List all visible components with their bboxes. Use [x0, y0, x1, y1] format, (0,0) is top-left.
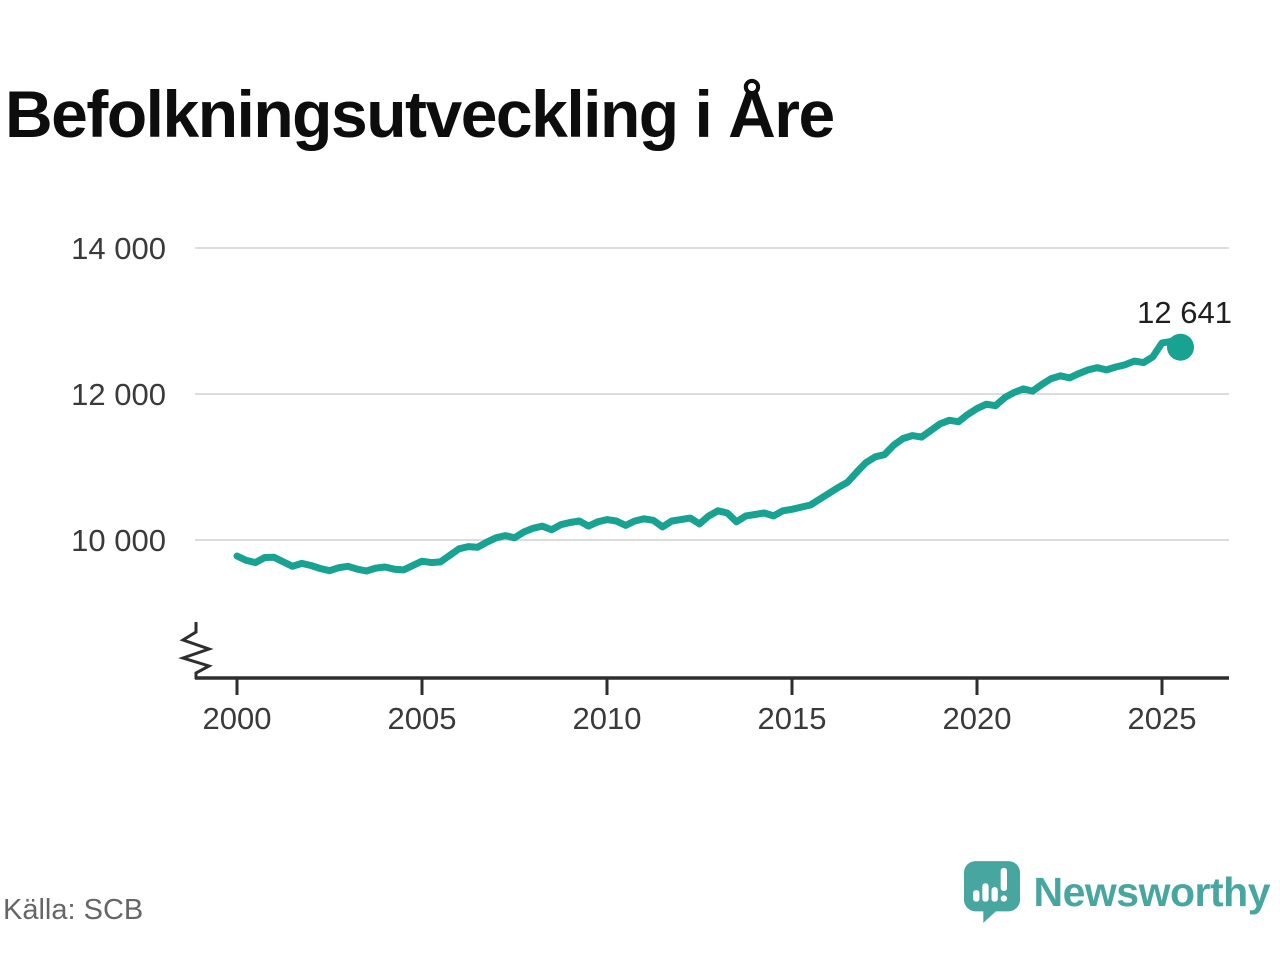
bar-3: [991, 887, 998, 902]
x-tick-label: 2000: [203, 701, 272, 736]
end-value-label: 12 641: [1137, 295, 1232, 330]
newsworthy-chart-bubble-icon: [963, 861, 1020, 923]
x-tick-label: 2015: [758, 701, 827, 736]
exclamation-bar: [1000, 867, 1007, 892]
page-title: Befolkningsutveckling i Åre: [5, 77, 835, 152]
x-tick-label: 2005: [388, 701, 457, 736]
exclamation-dot: [1000, 895, 1007, 902]
y-tick-label: 14 000: [71, 231, 166, 266]
x-tick-label: 2020: [943, 701, 1012, 736]
bar-2: [981, 883, 989, 902]
x-tick-label: 2025: [1128, 701, 1197, 736]
y-tick-label: 10 000: [71, 523, 166, 558]
population-line: [233, 337, 1184, 575]
x-tick-label: 2010: [573, 701, 642, 736]
brand-logo: Newsworthy: [963, 860, 1271, 924]
source-label: Källa: SCB: [3, 894, 144, 926]
brand-name: Newsworthy: [1033, 868, 1271, 915]
axis-break-icon: [178, 622, 214, 679]
y-tick-label: 12 000: [71, 377, 166, 412]
bar-1: [972, 890, 979, 902]
line-end-dot: [1167, 333, 1194, 361]
